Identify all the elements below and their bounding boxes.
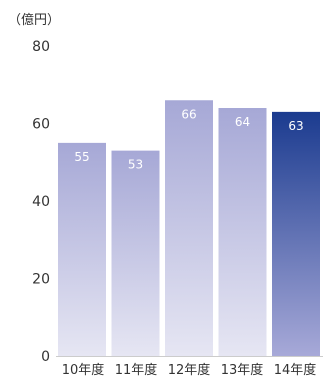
data-label: 63 bbox=[288, 119, 303, 133]
x-tick-label: 12年度 bbox=[168, 362, 211, 378]
y-tick-label: 40 bbox=[32, 194, 50, 210]
y-tick-label: 20 bbox=[32, 272, 50, 288]
bar-10年度 bbox=[58, 142, 106, 356]
y-tick-label: 80 bbox=[32, 39, 50, 55]
unit-label: （億円） bbox=[8, 12, 60, 28]
x-tick-label: 10年度 bbox=[62, 362, 105, 378]
x-tick-label: 14年度 bbox=[274, 362, 317, 378]
data-labels: 55 53 66 64 63 bbox=[74, 107, 303, 171]
y-tick-label: 60 bbox=[32, 117, 50, 133]
x-tick-label: 11年度 bbox=[115, 362, 158, 378]
bar-13年度 bbox=[218, 108, 267, 356]
data-label: 55 bbox=[74, 150, 89, 164]
bar-12年度 bbox=[165, 100, 213, 356]
x-axis-ticks: 10年度 11年度 12年度 13年度 14年度 bbox=[62, 362, 317, 378]
bars bbox=[58, 100, 320, 356]
bar-11年度 bbox=[111, 150, 160, 356]
y-tick-label: 0 bbox=[41, 349, 50, 365]
data-label: 53 bbox=[128, 158, 143, 172]
bar-14年度 bbox=[272, 111, 320, 356]
data-label: 66 bbox=[181, 107, 196, 121]
y-axis-ticks: 0 20 40 60 80 bbox=[32, 39, 50, 365]
x-tick-label: 13年度 bbox=[221, 362, 264, 378]
data-label: 64 bbox=[235, 115, 250, 129]
